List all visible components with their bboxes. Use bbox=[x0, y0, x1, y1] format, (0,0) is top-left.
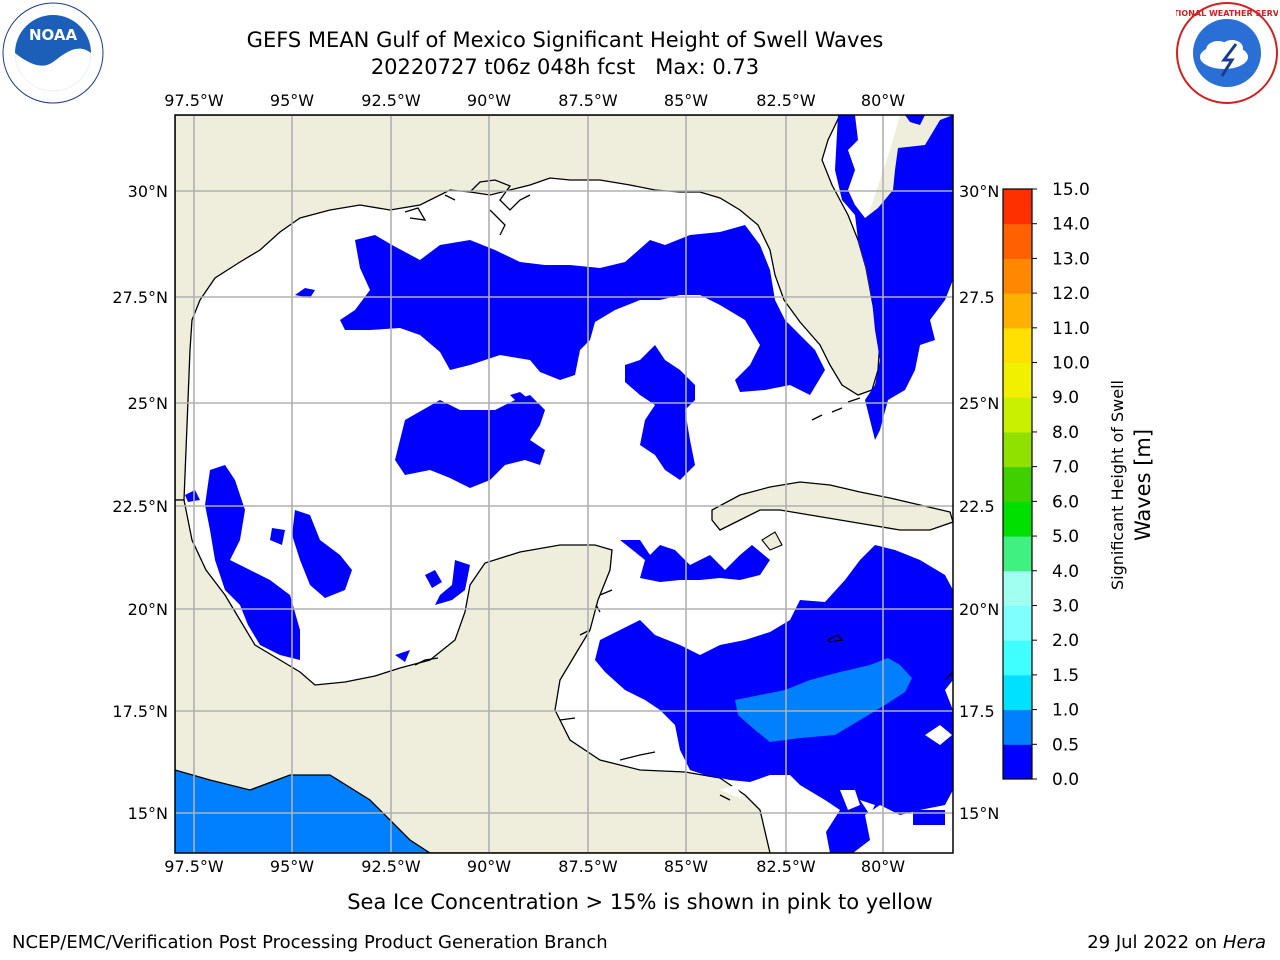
lat-label: 22.5°N bbox=[112, 497, 168, 516]
chart-title: GEFS MEAN Gulf of Mexico Significant Hei… bbox=[246, 28, 884, 52]
noaa-logo-icon: NOAA bbox=[2, 2, 104, 104]
colorbar-segment bbox=[1003, 223, 1032, 259]
colorbar-tick-label: 5.0 bbox=[1052, 527, 1079, 547]
colorbar-segment bbox=[1003, 362, 1032, 398]
lat-label: 20°N bbox=[128, 600, 168, 619]
colorbar-tick-label: 15.0 bbox=[1052, 180, 1090, 200]
lat-label: 30°N bbox=[959, 182, 999, 201]
lon-label: 92.5°W bbox=[361, 91, 421, 110]
colorbar-tick-label: 6.0 bbox=[1052, 492, 1079, 512]
lon-label: 97.5°W bbox=[164, 857, 224, 876]
colorbar-segment bbox=[1003, 189, 1032, 225]
map-frame bbox=[174, 114, 954, 854]
colorbar-segment bbox=[1003, 327, 1032, 364]
lat-label: 22.5 bbox=[959, 497, 995, 516]
colorbar-tick-label: 3.0 bbox=[1052, 596, 1079, 616]
graticule bbox=[175, 115, 953, 853]
colorbar-segment bbox=[1003, 397, 1032, 433]
credit-date-text: 29 Jul 2022 on bbox=[1087, 932, 1218, 953]
lon-labels-top: 97.5°W 95°W 92.5°W 90°W 87.5°W 85°W 82.5… bbox=[164, 91, 905, 110]
colorbar-segment bbox=[1003, 536, 1032, 572]
colorbar-segment bbox=[1003, 640, 1032, 676]
lon-label: 85°W bbox=[664, 91, 708, 110]
lat-label: 25°N bbox=[959, 394, 999, 413]
land-mexico bbox=[175, 499, 771, 853]
colorbar-tick-label: 12.0 bbox=[1052, 284, 1090, 304]
colorbar-label-units: Waves [m] bbox=[1131, 429, 1155, 541]
lat-label: 27.5 bbox=[959, 288, 995, 307]
colorbar-tick-label: 1.5 bbox=[1052, 666, 1079, 686]
colorbar-tick-label: 4.0 bbox=[1052, 562, 1079, 582]
colorbar bbox=[1002, 188, 1033, 780]
colorbar-segment bbox=[1003, 709, 1032, 745]
lon-label: 87.5°W bbox=[558, 857, 618, 876]
lat-label: 27.5°N bbox=[112, 288, 168, 307]
colorbar-segment bbox=[1003, 466, 1032, 502]
colorbar-frame bbox=[1002, 188, 1033, 780]
credit-date: 29 Jul 2022 on Hera bbox=[1087, 932, 1266, 953]
colorbar-tick-label: 0.0 bbox=[1052, 770, 1079, 790]
lat-label: 17.5 bbox=[959, 702, 995, 721]
lon-label: 87.5°W bbox=[558, 91, 618, 110]
lon-label: 85°W bbox=[664, 857, 708, 876]
colorbar-ticks: 0.0 0.5 1.0 1.5 2.0 3.0 4.0 5.0 6.0 7.0 8.0 9.0 10.0… bbox=[1032, 180, 1090, 790]
colorbar-segment bbox=[1003, 605, 1032, 641]
colorbar-tick-label: 11.0 bbox=[1052, 319, 1090, 339]
lon-label: 97.5°W bbox=[164, 91, 224, 110]
lon-label: 80°W bbox=[861, 91, 905, 110]
credit-host: Hera bbox=[1222, 932, 1266, 953]
chart-subtitle: 20220727 t06z 048h fcst Max: 0.73 bbox=[370, 55, 760, 79]
colorbar-tick-label: 1.0 bbox=[1052, 701, 1079, 721]
lon-label: 80°W bbox=[861, 857, 905, 876]
colorbar-segment bbox=[1003, 674, 1032, 711]
lon-labels-bottom: 97.5°W 95°W 92.5°W 90°W 87.5°W 85°W 82.5… bbox=[164, 857, 905, 876]
lat-labels-left: 30°N 27.5°N 25°N 22.5°N 20°N 17.5°N 15°N bbox=[112, 182, 168, 823]
colorbar-segment bbox=[1003, 293, 1032, 329]
lat-labels-right: 30°N 27.5 25°N 22.5 20°N 17.5 15°N bbox=[959, 182, 999, 823]
coastline-details bbox=[404, 179, 953, 801]
lat-label: 25°N bbox=[128, 394, 168, 413]
colorbar-segment bbox=[1003, 431, 1032, 468]
lat-label: 15°N bbox=[128, 804, 168, 823]
lat-label: 20°N bbox=[959, 600, 999, 619]
lat-label: 17.5°N bbox=[112, 702, 168, 721]
swell-0.5-1.0 bbox=[735, 658, 912, 742]
lon-label: 90°W bbox=[467, 91, 511, 110]
colorbar-tick-label: 13.0 bbox=[1052, 249, 1090, 269]
colorbar-tick-label: 8.0 bbox=[1052, 423, 1079, 443]
lon-label: 95°W bbox=[270, 91, 314, 110]
colorbar-tick-label: 10.0 bbox=[1052, 354, 1090, 374]
colorbar-tick-label: 2.0 bbox=[1052, 631, 1079, 651]
colorbar-segment bbox=[1003, 258, 1032, 294]
colorbar-tick-label: 9.0 bbox=[1052, 388, 1079, 408]
lon-label: 92.5°W bbox=[361, 857, 421, 876]
svg-text:NOAA: NOAA bbox=[29, 26, 78, 44]
svg-text:NATIONAL WEATHER SERVICE: NATIONAL WEATHER SERVICE bbox=[1176, 9, 1278, 18]
lon-label: 82.5°W bbox=[756, 857, 816, 876]
lat-label: 15°N bbox=[959, 804, 999, 823]
colorbar-tick-label: 7.0 bbox=[1052, 458, 1079, 478]
lon-label: 90°W bbox=[467, 857, 511, 876]
map-area bbox=[175, 115, 953, 853]
colorbar-segment bbox=[1003, 744, 1032, 780]
lon-label: 82.5°W bbox=[756, 91, 816, 110]
colorbar-segment bbox=[1003, 501, 1032, 537]
colorbar-label: Significant Height of Swell bbox=[1108, 380, 1127, 590]
colorbar-segment bbox=[1003, 570, 1032, 606]
lon-label: 95°W bbox=[270, 857, 314, 876]
colorbar-tick-label: 14.0 bbox=[1052, 215, 1090, 235]
lat-label: 30°N bbox=[128, 182, 168, 201]
nws-logo-icon: NATIONAL WEATHER SERVICE bbox=[1161, 2, 1280, 104]
colorbar-tick-label: 0.5 bbox=[1052, 735, 1079, 755]
sea-ice-note: Sea Ice Concentration > 15% is shown in … bbox=[347, 890, 933, 914]
pacific-water bbox=[175, 770, 430, 853]
credit-branch: NCEP/EMC/Verification Post Processing Pr… bbox=[12, 932, 608, 953]
